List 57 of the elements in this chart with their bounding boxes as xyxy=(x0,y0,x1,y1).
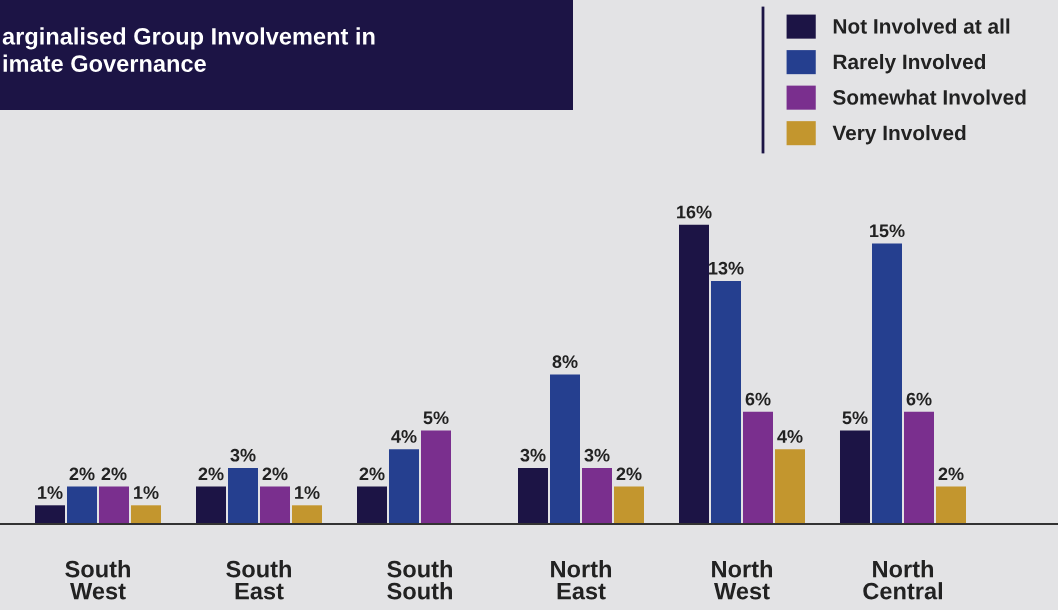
data-label: 2% xyxy=(198,467,224,481)
bar xyxy=(775,449,805,524)
data-label: 4% xyxy=(777,430,803,443)
x-tick-label: South West xyxy=(65,560,130,600)
bar xyxy=(228,467,258,524)
bar xyxy=(389,449,419,524)
x-tick-label: North Central xyxy=(863,560,942,600)
bar xyxy=(679,224,709,524)
bar xyxy=(743,411,773,524)
data-label: 2% xyxy=(101,467,127,481)
data-label: 2% xyxy=(262,467,288,481)
bar xyxy=(131,505,161,524)
bar xyxy=(35,505,65,524)
data-label: 6% xyxy=(745,392,771,406)
bar xyxy=(421,430,451,524)
data-label: 3% xyxy=(584,448,610,462)
x-tick-label: South East xyxy=(226,560,291,600)
data-label: 2% xyxy=(938,467,964,481)
legend-label: Somewhat Involved xyxy=(833,89,1026,105)
data-label: 2% xyxy=(69,467,95,481)
legend-label: Very Involved xyxy=(832,125,966,145)
legend-label: Not Involved at all xyxy=(833,18,1010,34)
bar xyxy=(99,486,129,524)
data-label: 1% xyxy=(38,486,63,499)
bar xyxy=(936,486,966,524)
data-label: 2% xyxy=(359,467,385,481)
data-label: 2% xyxy=(616,467,642,481)
data-label: 6% xyxy=(906,392,932,406)
data-label: 16% xyxy=(677,205,712,219)
bar xyxy=(292,505,322,524)
bar xyxy=(872,243,902,524)
data-label: 5% xyxy=(842,411,868,425)
data-label: 1% xyxy=(134,486,159,499)
bar xyxy=(840,430,870,524)
bar xyxy=(357,486,387,524)
x-tick-label: North East xyxy=(551,560,612,600)
data-label: 13% xyxy=(709,261,744,275)
bar xyxy=(614,486,644,524)
data-label: 3% xyxy=(520,448,546,462)
bar xyxy=(550,374,580,524)
chart-title: arginalised Group Involvement in imate Governance xyxy=(2,27,375,72)
data-label: 1% xyxy=(295,486,320,499)
bar xyxy=(904,411,934,524)
bar xyxy=(196,486,226,524)
bar xyxy=(260,486,290,524)
x-tick-label: North West xyxy=(712,560,773,600)
data-label: 8% xyxy=(552,355,578,369)
legend-label: Rarely Involved xyxy=(833,53,986,74)
data-label: 5% xyxy=(423,411,449,425)
data-label: 4% xyxy=(391,430,417,443)
bar xyxy=(518,467,548,524)
data-label: 15% xyxy=(870,224,905,238)
data-label: 3% xyxy=(230,448,256,462)
bar xyxy=(711,280,741,524)
x-tick-label: South South xyxy=(387,560,452,600)
bar xyxy=(67,486,97,524)
bar xyxy=(582,467,612,524)
